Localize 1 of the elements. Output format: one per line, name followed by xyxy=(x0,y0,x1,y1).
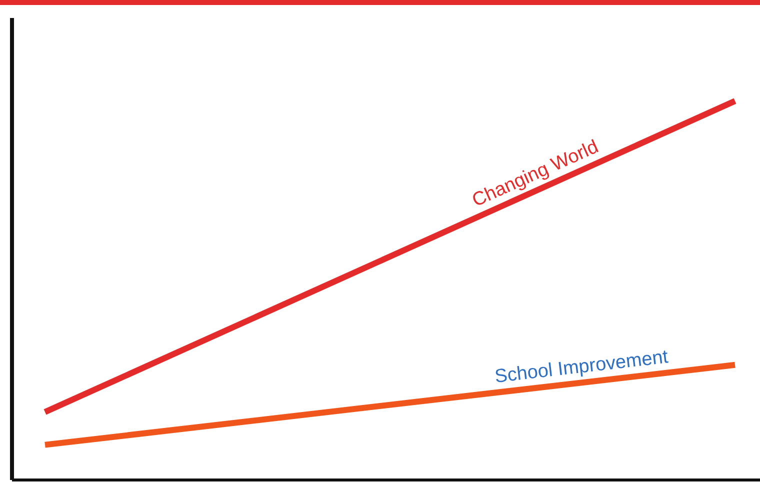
text: School Improvement xyxy=(494,346,670,388)
